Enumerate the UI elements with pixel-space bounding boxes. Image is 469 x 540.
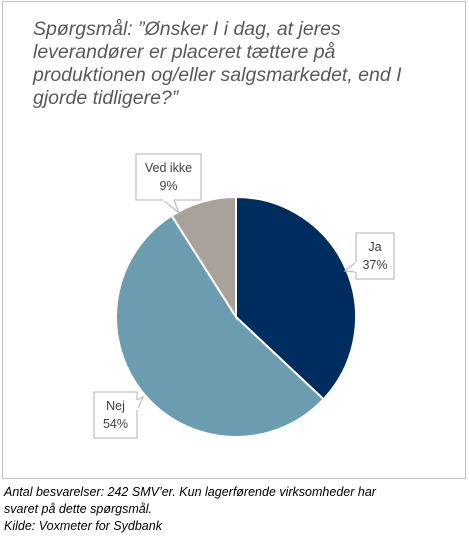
callout-box-nej xyxy=(93,391,138,439)
slice-value-nej: 54% xyxy=(103,417,128,431)
question-title: Spørgsmål: ”Ønsker I i dag, at jeres lev… xyxy=(33,18,402,109)
slice-value-ja: 37% xyxy=(362,258,387,272)
pie-slice-ved-ikke xyxy=(170,195,237,321)
pie-chart: Ja 37% Nej 54% Ved ikke 9% xyxy=(93,153,395,439)
callout-ja: Ja 37% xyxy=(343,232,395,280)
footnote: Antal besvarelser: 242 SMV’er. Kun lager… xyxy=(4,484,466,535)
footnote-line-3: Kilde: Voxmeter for Sydbank xyxy=(4,519,162,533)
footnote-line-2: svaret på dette spørgsmål. xyxy=(4,502,152,516)
callout-ved-ikke: Ved ikke 9% xyxy=(135,153,202,215)
callout-nej: Nej 54% xyxy=(93,391,145,439)
callout-box-ved-ikke xyxy=(135,153,202,201)
pie-callouts: Ja 37% Nej 54% Ved ikke 9% xyxy=(93,153,395,439)
footnote-line-1: Antal besvarelser: 242 SMV’er. Kun lager… xyxy=(4,485,376,499)
pie-slices xyxy=(115,195,358,438)
callout-pointer-ved-ikke xyxy=(161,199,181,215)
callout-pointer-ja xyxy=(343,260,357,273)
pie-slice-nej xyxy=(115,214,325,438)
callout-box-ja xyxy=(355,232,395,280)
slice-label-ja: Ja xyxy=(368,240,381,254)
slice-label-nej: Nej xyxy=(106,399,125,413)
slice-value-ved-ikke: 9% xyxy=(159,179,177,193)
slice-label-ved-ikke: Ved ikke xyxy=(145,161,192,175)
